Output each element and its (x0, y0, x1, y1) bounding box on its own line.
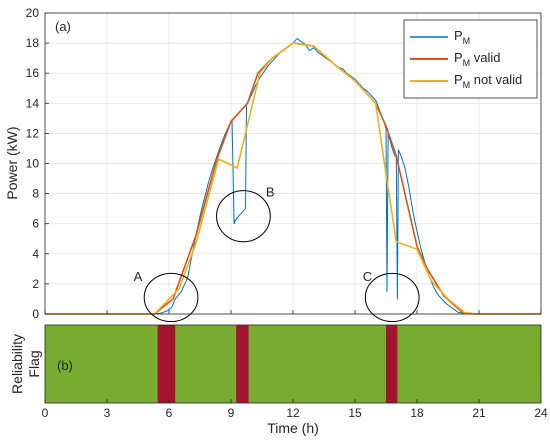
x-tick-label-8: 24 (534, 406, 548, 420)
y-tick-label-2: 4 (32, 247, 39, 261)
legend-entry-pm-valid: PM valid (454, 50, 501, 68)
flag-interval-1 (236, 325, 249, 403)
reliability-flag-chart: 0 3 6 9 12 15 18 21 24 (b) Reliability Flag Time… (9, 324, 548, 436)
flag-intervals (157, 325, 398, 403)
annotation-label-a: A (134, 269, 143, 284)
power-axis-ticks: 0 2 4 6 8 10 12 14 16 18 20 (26, 6, 542, 321)
power-chart: A B C 0 2 4 6 8 10 12 14 16 18 20 (a) Power (kW) PM … (4, 6, 542, 323)
x-tick-label-5: 15 (348, 406, 362, 420)
annotation-ellipse-c (364, 272, 420, 323)
legend-entry-pm-not-valid: PM not valid (454, 72, 522, 90)
annotation-ellipse-b (216, 190, 271, 243)
power-annotations: A B C (134, 185, 420, 323)
y-tick-label-6: 12 (26, 126, 40, 140)
flag-interval-2 (386, 325, 398, 403)
x-tick-label-4: 12 (286, 406, 300, 420)
series-pm-not-valid-line (45, 42, 541, 315)
power-legend: PM PM valid PM not valid (403, 19, 538, 99)
x-tick-label-7: 21 (472, 406, 486, 420)
y-tick-label-3: 6 (32, 217, 39, 231)
legend-entry-pm: PM (454, 28, 470, 46)
flag-y-axis-label-line2: Flag (26, 350, 42, 377)
flag-y-axis-label-line1: Reliability (9, 334, 25, 394)
y-tick-label-9: 18 (26, 36, 40, 50)
y-tick-label-8: 16 (26, 66, 40, 80)
annotation-ellipse-a (143, 272, 199, 323)
x-tick-label-0: 0 (42, 406, 49, 420)
flag-axis-ticks: 0 3 6 9 12 15 18 21 24 (42, 399, 548, 420)
power-series-group (45, 38, 541, 315)
y-tick-label-1: 2 (32, 277, 39, 291)
x-tick-label-2: 6 (166, 406, 173, 420)
x-tick-label-6: 18 (410, 406, 424, 420)
x-tick-label-1: 3 (104, 406, 111, 420)
y-tick-label-0: 0 (32, 307, 39, 321)
y-tick-label-7: 14 (26, 96, 40, 110)
panel-a-label: (a) (55, 19, 71, 34)
time-x-axis-label: Time (h) (267, 420, 319, 436)
annotation-label-c: C (363, 269, 372, 284)
series-pm-line (45, 38, 541, 315)
y-tick-label-4: 8 (32, 187, 39, 201)
flag-interval-0 (157, 325, 176, 403)
annotation-label-b: B (266, 185, 275, 200)
power-y-axis-label: Power (kW) (4, 126, 20, 199)
y-tick-label-10: 20 (26, 6, 40, 20)
flag-background (45, 325, 541, 403)
panel-b-label: (b) (57, 358, 73, 373)
y-tick-label-5: 10 (26, 157, 40, 171)
x-tick-label-3: 9 (228, 406, 235, 420)
